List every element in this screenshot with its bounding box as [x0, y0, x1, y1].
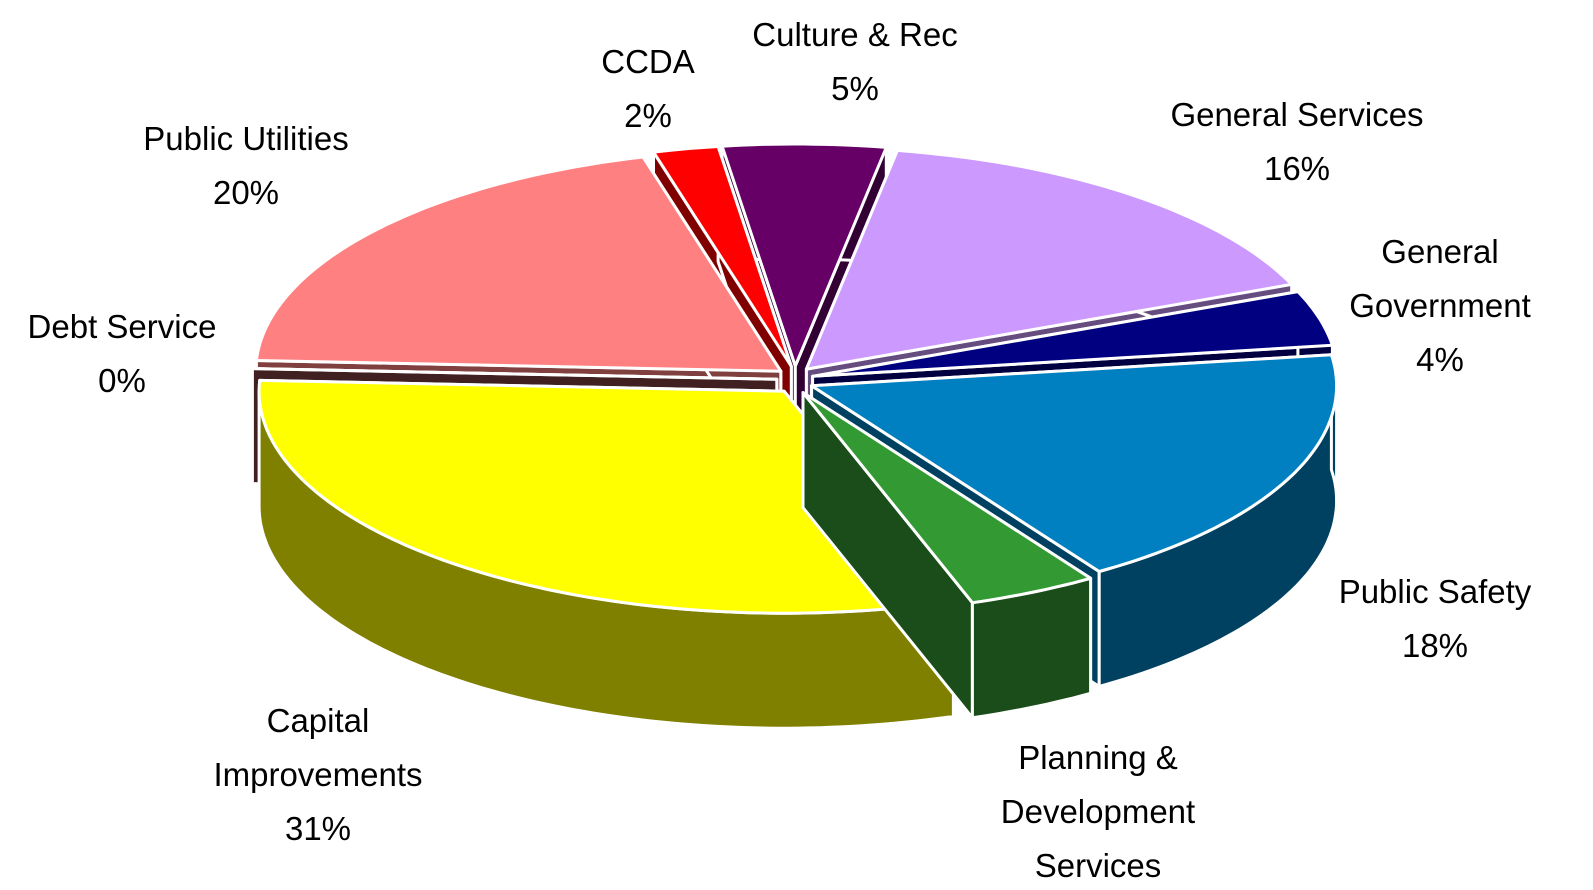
slice	[801, 391, 1093, 720]
category-label: General Government	[1349, 233, 1531, 324]
slice	[804, 148, 1294, 371]
slice-label: Public Utilities 20%	[96, 112, 396, 220]
slice	[801, 391, 1093, 605]
category-label: Public Safety	[1338, 573, 1532, 610]
category-label: Culture & Rec	[752, 16, 958, 53]
value-label: 0%	[98, 362, 146, 399]
slice-label: General Services 16%	[1127, 88, 1467, 196]
category-label: Debt Service	[27, 308, 217, 345]
slice	[257, 378, 955, 615]
slice	[811, 290, 1334, 378]
slice-label: Capital Improvements 31%	[183, 694, 453, 856]
category-label: Planning & Development Services	[1000, 739, 1196, 884]
value-label: 2%	[624, 97, 672, 134]
slice	[720, 142, 888, 368]
slice-label: Planning & Development Services	[978, 731, 1218, 890]
slice	[250, 367, 779, 381]
category-label: Capital Improvements	[213, 702, 423, 793]
slice-label: Culture & Rec 5%	[705, 8, 1005, 116]
category-label: Public Utilities	[143, 120, 349, 157]
slice-label: General Government 4%	[1325, 225, 1555, 387]
value-label: 20%	[212, 174, 280, 211]
slice	[652, 145, 793, 368]
value-label: 18%	[1401, 627, 1469, 664]
slice-label: Public Safety 18%	[1305, 565, 1565, 673]
slice-label: CCDA 2%	[548, 35, 748, 143]
value-label: 4%	[1416, 341, 1464, 378]
value-label: 31%	[284, 810, 352, 847]
slice	[810, 353, 1339, 573]
category-label: General Services	[1170, 96, 1424, 133]
value-label: 5%	[831, 70, 879, 107]
slice-label: Debt Service 0%	[0, 300, 252, 408]
category-label: CCDA	[601, 43, 695, 80]
value-label: 16%	[1263, 150, 1331, 187]
slice	[254, 155, 783, 373]
